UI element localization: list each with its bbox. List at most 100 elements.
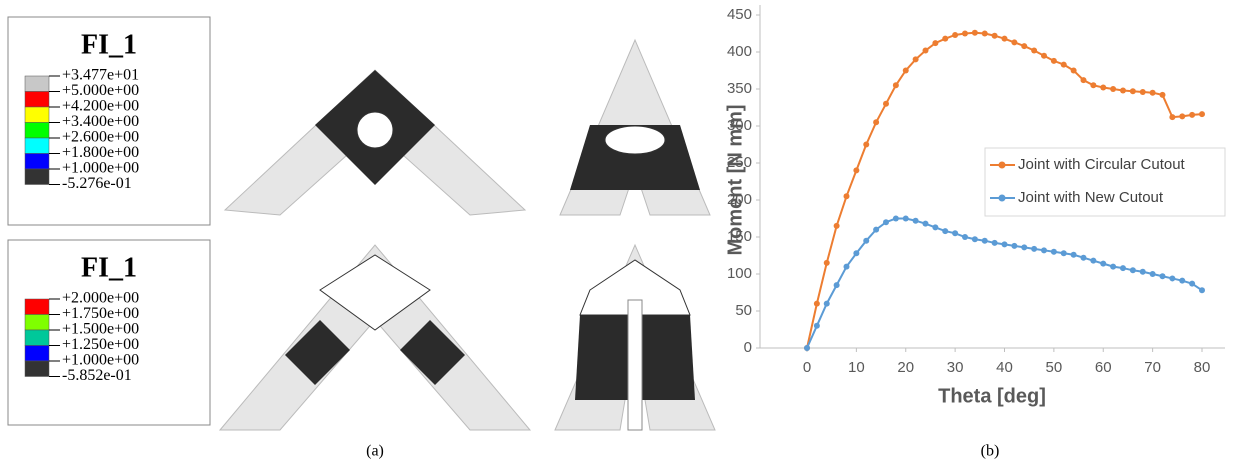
data-point (844, 264, 850, 270)
data-point (804, 345, 810, 351)
data-point (1160, 273, 1166, 279)
legend-swatch (25, 299, 49, 315)
data-point (932, 224, 938, 230)
fe-images (220, 40, 715, 430)
data-point (952, 32, 958, 38)
y-tick-label: 300 (727, 117, 752, 134)
data-point (853, 250, 859, 256)
data-point (844, 193, 850, 199)
data-point (1011, 39, 1017, 45)
data-point (834, 282, 840, 288)
data-point (1081, 255, 1087, 261)
data-point (903, 216, 909, 222)
data-point (1011, 243, 1017, 249)
data-point (1090, 82, 1096, 88)
data-point (863, 238, 869, 244)
legend-swatch (25, 154, 49, 170)
data-point (1110, 264, 1116, 270)
data-point (1169, 275, 1175, 281)
x-tick-label: 80 (1194, 359, 1211, 376)
data-point (1071, 252, 1077, 258)
data-point (1031, 48, 1037, 54)
data-point (1130, 267, 1136, 273)
legend-label: Joint with New Cutout (1018, 189, 1164, 206)
data-point (824, 260, 830, 266)
data-point (1021, 43, 1027, 49)
legend-label: +2.000e+00 (62, 290, 139, 307)
legend-label: +2.600e+00 (62, 129, 139, 146)
data-point (923, 221, 929, 227)
y-tick-label: 0 (744, 339, 752, 356)
data-point (1061, 250, 1067, 256)
data-point (1100, 85, 1106, 91)
data-point (913, 218, 919, 224)
data-point (873, 227, 879, 233)
data-point (1140, 269, 1146, 275)
legend-label: +4.200e+00 (62, 98, 139, 115)
legend-label: +1.500e+00 (62, 321, 139, 338)
legend-marker (999, 195, 1006, 202)
legend-swatch (25, 169, 49, 185)
legend-swatch (25, 92, 49, 108)
data-point (982, 238, 988, 244)
data-point (834, 223, 840, 229)
caption: (b) (981, 443, 1000, 460)
x-tick-label: 10 (848, 359, 865, 376)
legend-label: -5.852e-01 (62, 367, 132, 384)
data-point (1110, 86, 1116, 92)
caption: (a) (366, 443, 384, 460)
y-tick-label: 200 (727, 191, 752, 208)
data-point (1041, 247, 1047, 253)
legend-label: +5.000e+00 (62, 82, 139, 99)
data-point (1199, 111, 1205, 117)
slot (628, 300, 642, 430)
data-point (1090, 258, 1096, 264)
legend-label: +3.400e+00 (62, 113, 139, 130)
legend-swatch (25, 107, 49, 123)
data-point (883, 101, 889, 107)
legend-swatch (25, 123, 49, 139)
data-point (893, 82, 899, 88)
legend-label: +3.477e+01 (62, 67, 139, 84)
data-point (962, 234, 968, 240)
data-point (883, 219, 889, 225)
x-tick-label: 20 (897, 359, 914, 376)
data-point (1160, 92, 1166, 98)
y-tick-label: 400 (727, 43, 752, 60)
data-point (1189, 281, 1195, 287)
data-point (814, 301, 820, 307)
page: (a) (b) Theta [deg] Moment [N mm] FI_1+3… (0, 0, 1241, 468)
x-tick-label: 70 (1144, 359, 1161, 376)
data-point (992, 240, 998, 246)
legend-title: FI_1 (81, 29, 137, 60)
legend-swatch (25, 330, 49, 346)
data-point (1169, 114, 1175, 120)
data-point (1179, 278, 1185, 284)
legend-title: FI_1 (81, 252, 137, 283)
data-point (893, 216, 899, 222)
data-point (1041, 53, 1047, 59)
data-point (873, 119, 879, 125)
data-point (913, 56, 919, 62)
data-point (1002, 36, 1008, 42)
data-point (824, 301, 830, 307)
data-point (903, 68, 909, 74)
data-point (1021, 244, 1027, 250)
figure: (a) (b) Theta [deg] Moment [N mm] FI_1+3… (0, 0, 1241, 468)
data-point (1051, 249, 1057, 255)
data-point (814, 323, 820, 329)
data-point (972, 30, 978, 36)
data-point (1120, 87, 1126, 93)
data-point (962, 31, 968, 37)
x-tick-label: 0 (803, 359, 811, 376)
data-point (1031, 246, 1037, 252)
legend-swatch (25, 346, 49, 362)
legend-swatch (25, 361, 49, 377)
data-point (1150, 90, 1156, 96)
x-tick-label: 60 (1095, 359, 1112, 376)
legend-label: +1.000e+00 (62, 352, 139, 369)
legend-label: +1.750e+00 (62, 305, 139, 322)
legend-marker (999, 162, 1006, 169)
legend-label: +1.000e+00 (62, 160, 139, 177)
x-axis-title: Theta [deg] (938, 385, 1046, 407)
